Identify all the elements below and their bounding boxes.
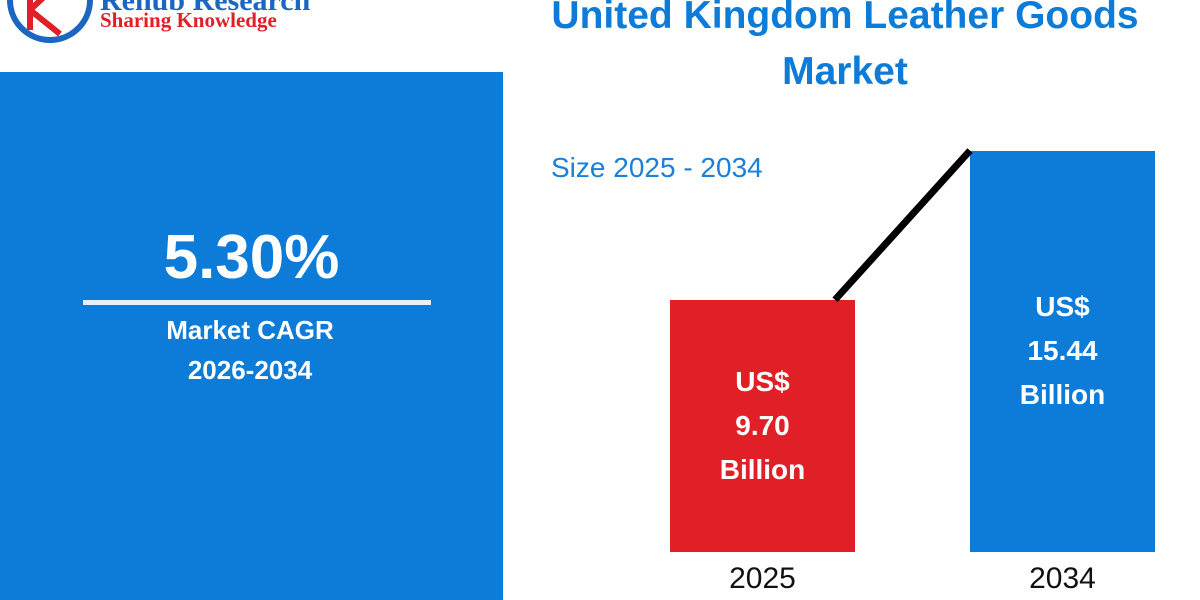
value-label: US$ 15.44 Billion [1019, 291, 1106, 411]
logo-letter [27, 0, 62, 37]
chart-subtitle: Size 2025 - 2034 [551, 152, 763, 183]
cagr-caption: Market CAGR 2026-2034 [166, 315, 334, 385]
trend-line [832, 148, 973, 303]
cagr-panel [0, 72, 503, 600]
logo-name: Renub Research [100, 0, 311, 17]
value-label: US$ 9.70 Billion [719, 365, 806, 485]
bar [970, 150, 1155, 552]
x-tick-label: 2034 [1029, 562, 1096, 595]
x-tick-label: 2025 [729, 562, 796, 595]
logo-tagline: Sharing Knowledge [100, 8, 277, 32]
bar [670, 299, 855, 552]
chart-title: United Kingdom Leather Goods Market [551, 0, 1139, 93]
cagr-value: 5.30% [163, 223, 340, 292]
divider [83, 300, 431, 305]
logo-mark [7, 0, 93, 43]
